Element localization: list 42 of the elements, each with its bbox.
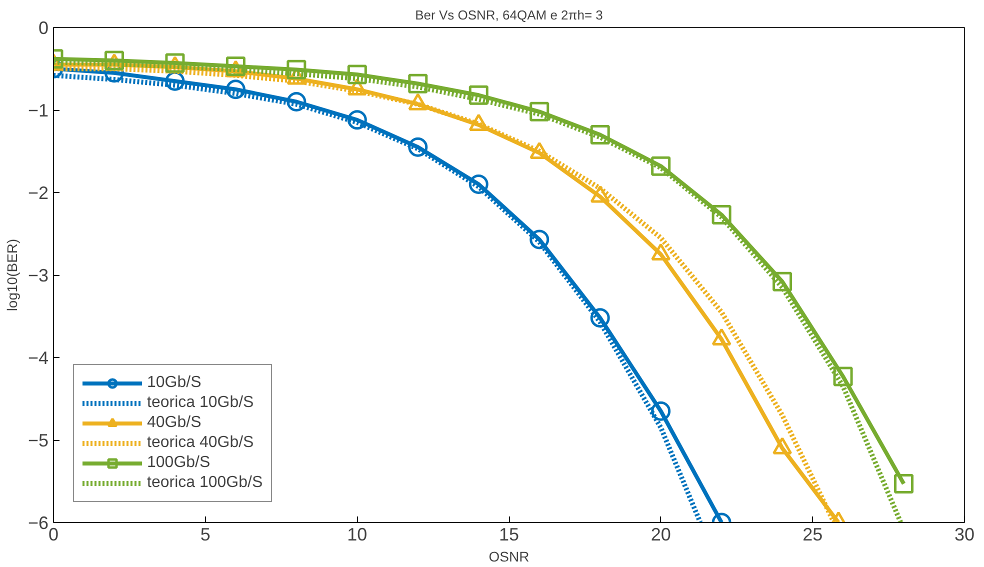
point [347,64,367,84]
point [712,205,732,225]
point [226,56,246,76]
y-tick-label: −1 [28,100,49,120]
y-tick-label: −5 [28,430,49,450]
legend-label: teorica 100Gb/S [147,474,263,492]
x-tick-label: 20 [650,524,671,544]
point [833,366,853,386]
y-tick-label: −4 [28,348,49,368]
point [530,230,550,250]
legend-label: teorica 40Gb/S [147,434,254,452]
point [590,308,610,328]
point [408,137,428,157]
legend-label: teorica 10Gb/S [147,394,254,412]
y-tick-label: −6 [28,513,49,533]
x-axis-title: OSNR [488,548,530,564]
legend-label: 40Gb/S [147,414,202,432]
point [590,125,610,144]
point [408,74,428,94]
legend-label: 10Gb/S [147,374,202,392]
x-tick-label: 10 [347,524,368,544]
chart-title: Ber Vs OSNR, 64QAM e 2πh= 3 [415,8,603,22]
point [286,60,306,80]
y-tick-label: 0 [38,18,49,38]
legend-label: 100Gb/S [147,454,210,472]
x-tick-label: 5 [200,524,210,544]
point [651,156,671,176]
y-tick-label: −2 [28,183,49,203]
point [226,80,246,100]
point [772,272,792,292]
point [651,401,671,421]
y-axis-title: log10(BER) [4,238,20,312]
point [468,174,488,194]
point [468,85,488,105]
point [894,474,914,494]
x-tick-label: 25 [802,524,823,544]
point [530,102,550,122]
point [286,92,306,112]
x-tick-label: 30 [954,524,975,544]
y-tick-label: −3 [28,266,49,286]
x-tick-label: 15 [498,524,520,544]
point [347,110,367,130]
